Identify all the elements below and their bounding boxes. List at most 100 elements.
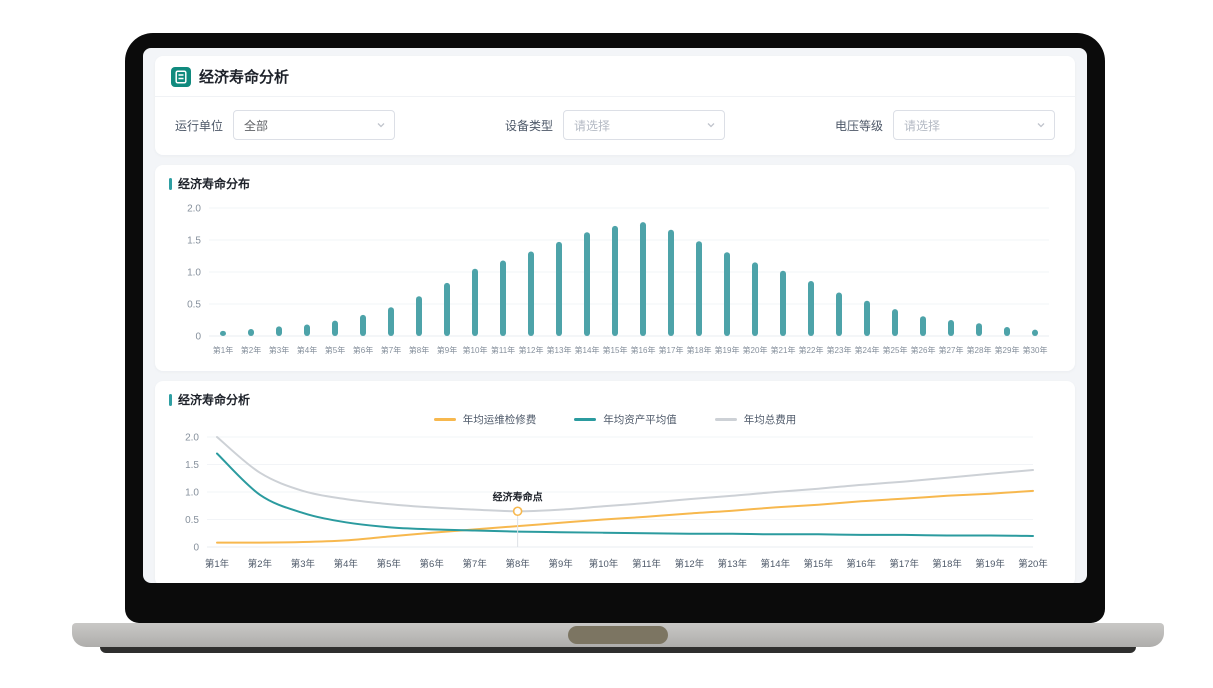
svg-text:第7年: 第7年 [381, 345, 401, 355]
title-marker [169, 393, 172, 406]
voltage-level-select[interactable]: 请选择 [892, 110, 1055, 140]
title-bar: 经济寿命分析 [155, 56, 1075, 97]
svg-text:第25年: 第25年 [883, 345, 908, 355]
svg-text:第22年: 第22年 [799, 345, 824, 355]
svg-text:第2年: 第2年 [241, 345, 261, 355]
economic-life-analysis-chart: 0 0.5 1.0 1.5 2.0 第1年 第2年 第3年 第4年 第5年 第6年 第7年 第8年 第9年… [169, 429, 1057, 580]
svg-text:第19年: 第19年 [975, 558, 1005, 570]
analysis-card-title: 经济寿命分析 [169, 391, 1061, 408]
svg-text:第29年: 第29年 [995, 345, 1020, 355]
analysis-card: 经济寿命分析 年均运维检修费 年均资产平均值 年均总费用 0 0.5 1.0 1.5 2.0… [155, 381, 1075, 583]
legend-swatch [433, 418, 456, 421]
legend-item[interactable]: 年均资产平均值 [574, 412, 677, 427]
svg-text:第11年: 第11年 [491, 345, 515, 355]
header-card: 经济寿命分析 运行单位 全部 设备类型 请选择 [155, 56, 1075, 155]
svg-text:第18年: 第18年 [932, 558, 962, 570]
economic-life-distribution-chart: 0 0.5 1.0 1.5 2.0 第1年 第2年 第3年 第4年 第5年 第6年 第7年 第8年 第9年… [169, 194, 1057, 365]
laptop-bezel: 经济寿命分析 运行单位 全部 设备类型 请选择 [125, 33, 1105, 623]
svg-text:第7年: 第7年 [463, 558, 488, 570]
filter-voltage-level: 电压等级 请选择 [835, 110, 1055, 140]
svg-text:第9年: 第9年 [437, 345, 457, 355]
operating-unit-select[interactable]: 全部 [233, 110, 396, 140]
filter-bar: 运行单位 全部 设备类型 请选择 电压等级 [155, 97, 1075, 155]
laptop-trackpad-notch [568, 626, 668, 644]
svg-text:第26年: 第26年 [911, 345, 936, 355]
svg-text:第4年: 第4年 [334, 558, 359, 570]
svg-text:第15年: 第15年 [603, 345, 628, 355]
operating-unit-label: 运行单位 [175, 118, 224, 133]
svg-text:第6年: 第6年 [420, 558, 445, 570]
svg-text:经济寿命点: 经济寿命点 [493, 490, 543, 503]
svg-text:第2年: 第2年 [248, 558, 273, 570]
legend-item[interactable]: 年均运维检修费 [433, 412, 537, 427]
page-title: 经济寿命分析 [199, 69, 290, 86]
app-logo-icon [171, 66, 191, 87]
svg-text:第14年: 第14年 [761, 558, 791, 570]
svg-text:第19年: 第19年 [715, 345, 740, 355]
svg-text:1.5: 1.5 [187, 236, 201, 247]
svg-text:第17年: 第17年 [659, 345, 684, 355]
svg-text:第8年: 第8年 [505, 558, 530, 570]
svg-text:第6年: 第6年 [353, 345, 373, 355]
chevron-down-icon [707, 123, 715, 128]
svg-text:第8年: 第8年 [409, 345, 429, 355]
distribution-title-text: 经济寿命分布 [178, 177, 251, 191]
svg-text:0: 0 [195, 332, 201, 343]
svg-text:第16年: 第16年 [631, 345, 656, 355]
svg-text:第15年: 第15年 [804, 558, 834, 570]
svg-text:第14年: 第14年 [575, 345, 600, 355]
laptop-base [72, 623, 1164, 647]
svg-text:第11年: 第11年 [632, 558, 661, 570]
title-marker [169, 177, 172, 190]
svg-text:第3年: 第3年 [291, 558, 316, 570]
chart-legend: 年均运维检修费 年均资产平均值 年均总费用 [169, 412, 1061, 427]
device-type-placeholder: 请选择 [574, 118, 611, 133]
analysis-title-text: 经济寿命分析 [178, 393, 251, 407]
svg-text:第13年: 第13年 [547, 345, 572, 355]
svg-text:第23年: 第23年 [827, 345, 852, 355]
svg-text:第10年: 第10年 [463, 345, 488, 355]
legend-label: 年均总费用 [743, 414, 797, 426]
filter-device-type: 设备类型 请选择 [505, 110, 725, 140]
legend-item[interactable]: 年均总费用 [714, 412, 797, 427]
svg-text:第12年: 第12年 [519, 345, 544, 355]
legend-label: 年均运维检修费 [462, 414, 537, 426]
distribution-card: 经济寿命分布 0 0.5 1.0 1.5 2.0 第1年 第2年 第3年 第4年 第5年 第6年 第7… [155, 165, 1075, 371]
svg-text:第9年: 第9年 [548, 558, 573, 570]
chevron-down-icon [1037, 123, 1045, 128]
device-type-label: 设备类型 [504, 118, 553, 133]
svg-text:1.0: 1.0 [187, 268, 201, 279]
legend-swatch [714, 418, 737, 421]
svg-text:第27年: 第27年 [939, 345, 964, 355]
svg-text:第5年: 第5年 [325, 345, 345, 355]
svg-text:第20年: 第20年 [743, 345, 768, 355]
svg-text:第17年: 第17年 [889, 558, 919, 570]
svg-text:2.0: 2.0 [187, 204, 201, 215]
voltage-level-label: 电压等级 [834, 118, 883, 133]
laptop-screen: 经济寿命分析 运行单位 全部 设备类型 请选择 [143, 48, 1087, 583]
svg-text:第21年: 第21年 [771, 345, 796, 355]
svg-text:第20年: 第20年 [1018, 558, 1048, 570]
svg-text:0.5: 0.5 [185, 515, 199, 526]
svg-text:第24年: 第24年 [855, 345, 880, 355]
device-type-select[interactable]: 请选择 [563, 110, 725, 140]
svg-text:第10年: 第10年 [589, 558, 619, 570]
voltage-level-placeholder: 请选择 [903, 118, 940, 133]
svg-text:0.5: 0.5 [187, 300, 201, 311]
legend-label: 年均资产平均值 [603, 414, 677, 426]
svg-text:第13年: 第13年 [718, 558, 748, 570]
distribution-card-title: 经济寿命分布 [169, 175, 1061, 192]
svg-text:第28年: 第28年 [967, 345, 992, 355]
svg-text:第18年: 第18年 [687, 345, 712, 355]
legend-swatch [574, 418, 597, 421]
svg-text:0: 0 [193, 543, 199, 554]
svg-text:第16年: 第16年 [846, 558, 876, 570]
svg-text:第12年: 第12年 [675, 558, 705, 570]
operating-unit-value: 全部 [244, 118, 269, 133]
svg-text:1.5: 1.5 [185, 460, 199, 471]
svg-text:第30年: 第30年 [1023, 345, 1048, 355]
svg-text:2.0: 2.0 [185, 433, 199, 444]
svg-text:第5年: 第5年 [377, 558, 402, 570]
svg-text:第3年: 第3年 [269, 345, 289, 355]
